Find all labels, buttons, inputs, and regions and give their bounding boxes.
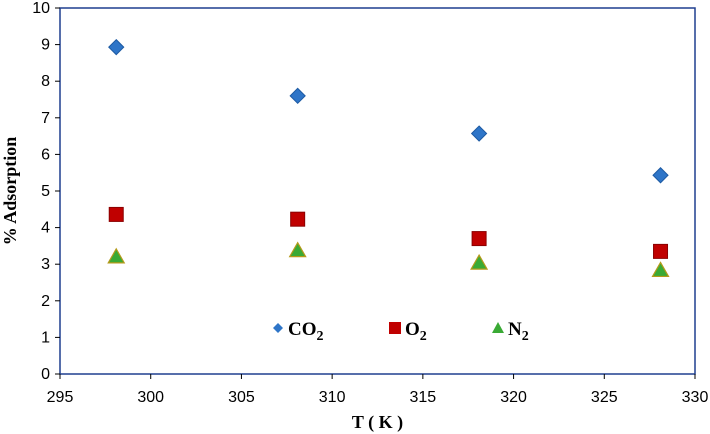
- y-tick-label: 10: [32, 0, 50, 17]
- y-tick-label: 7: [41, 110, 50, 127]
- x-tick-label: 300: [137, 389, 164, 406]
- legend-label-main: O: [405, 319, 420, 340]
- x-tick-label: 295: [47, 389, 74, 406]
- x-tick-label: 325: [591, 389, 618, 406]
- diamond-data-point: [652, 167, 669, 184]
- legend-label-subscript: 2: [317, 329, 324, 344]
- legend-label-main: N: [508, 319, 522, 340]
- y-tick-label: 5: [41, 183, 50, 200]
- x-tick-label: 310: [319, 389, 346, 406]
- square-legend-icon: [389, 322, 401, 334]
- diamond-data-point: [108, 38, 125, 56]
- triangle-data-point: [651, 261, 670, 278]
- diamond-legend-icon: [273, 323, 283, 333]
- y-axis-title: % Adsorption: [0, 137, 20, 246]
- legend: CO2 O2 N2: [273, 319, 529, 344]
- diamond-data-point: [470, 125, 488, 142]
- legend-label: N2: [508, 319, 529, 344]
- data-points: [107, 38, 670, 278]
- y-tick-label: 4: [41, 220, 50, 237]
- x-axis-title: T ( K ): [352, 412, 403, 433]
- diamond-data-point: [289, 87, 306, 105]
- legend-item-square: O2: [389, 319, 427, 344]
- legend-label: CO2: [288, 319, 324, 344]
- x-tick-label: 320: [500, 389, 527, 406]
- y-tick-label: 2: [41, 293, 50, 310]
- x-tick-label: 315: [410, 389, 437, 406]
- y-tick-label: 1: [41, 329, 50, 346]
- legend-label-subscript: 2: [420, 329, 427, 344]
- y-tick-label: 6: [41, 146, 50, 163]
- square-data-point: [471, 231, 487, 247]
- x-tick-label: 305: [228, 389, 255, 406]
- triangle-data-point: [107, 247, 126, 264]
- triangle-data-point: [288, 241, 307, 258]
- legend-label-subscript: 2: [522, 329, 529, 344]
- square-data-point: [653, 243, 669, 259]
- legend-label-main: CO: [288, 319, 317, 340]
- legend-item-triangle: N2: [492, 319, 529, 344]
- y-tick-label: 9: [41, 37, 50, 54]
- legend-label: O2: [405, 319, 427, 344]
- x-tick-label: 330: [682, 389, 709, 406]
- square-data-point: [108, 206, 124, 222]
- legend-item-diamond: CO2: [273, 319, 324, 344]
- triangle-data-point: [470, 253, 489, 270]
- x-axis-ticks: 295 300 305 310 315 320 325 330: [47, 374, 709, 406]
- triangle-legend-icon: [492, 322, 504, 333]
- y-tick-label: 3: [41, 256, 50, 273]
- y-axis-ticks: 0 1 2 3 4 5 6 7 8 9 10: [32, 0, 60, 383]
- square-data-point: [290, 211, 306, 227]
- y-tick-label: 8: [41, 73, 50, 90]
- y-tick-label: 0: [41, 366, 50, 383]
- plot-frame: [59, 7, 696, 375]
